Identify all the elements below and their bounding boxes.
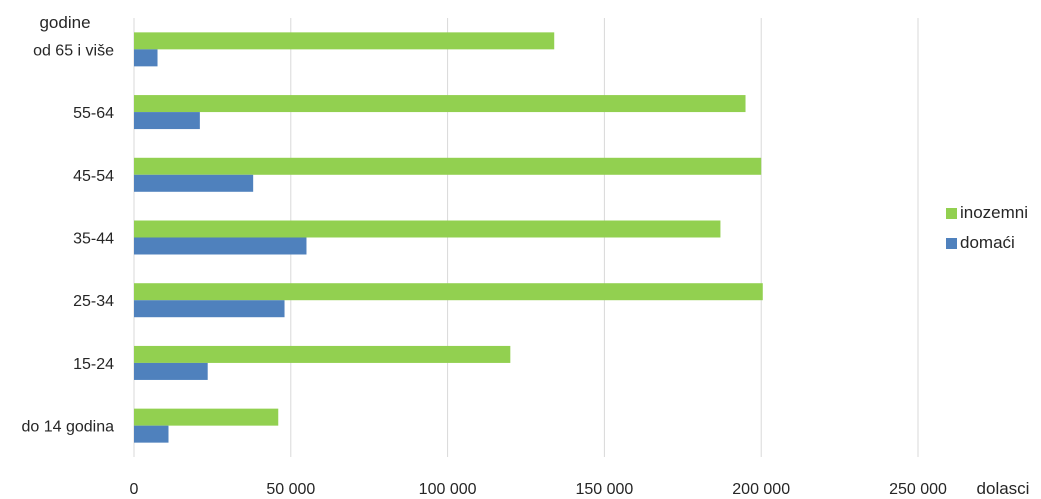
bar-domaći-1 [134,362,208,380]
y-tick-label-3: 35-44 [73,231,114,248]
x-tick-label-1: 50 000 [266,481,315,498]
x-tick-label-4: 200 000 [732,481,790,498]
x-tick-label-3: 150 000 [575,481,633,498]
y-tick-label-1: 15-24 [73,356,114,373]
legend-swatch-domaci [946,237,957,249]
bar-inozemni-6 [134,32,555,50]
bar-domaći-4 [134,174,254,192]
legend-swatch-inozemni [946,207,957,219]
y-tick-label-2: 25-34 [73,293,114,310]
y-axis-title: godine [39,13,90,32]
y-tick-label-4: 45-54 [73,168,114,185]
x-tick-labels: 0 50 000 100 000 150 000 200 000 250 000 [130,481,947,498]
legend-label-inozemni: inozemni [960,203,1029,222]
bar-domaći-5 [134,112,200,130]
bar-inozemni-5 [134,95,746,113]
bar-domaći-6 [134,49,158,67]
bar-inozemni-2 [134,283,763,301]
x-tick-label-2: 100 000 [419,481,477,498]
legend-item-inozemni: inozemni [946,198,1028,228]
legend: inozemni domaći [946,198,1028,258]
y-tick-label-5: 55-64 [73,105,114,122]
bar-domaći-3 [134,237,307,255]
y-tick-labels: do 14 godina 15-24 25-34 35-44 45-54 55-64 od … [21,42,114,435]
x-axis-title: dolasci [977,479,1030,498]
bars [134,32,763,443]
x-tick-label-5: 250 000 [889,481,947,498]
bar-inozemni-1 [134,345,511,363]
legend-label-domaci: domaći [960,233,1015,252]
y-tick-label-6: od 65 i više [33,42,114,59]
bar-inozemni-0 [134,408,279,426]
y-tick-label-0: do 14 godina [21,419,114,436]
legend-item-domaci: domaći [946,228,1028,258]
x-tick-label-0: 0 [130,481,139,498]
bar-domaći-0 [134,425,169,443]
bar-inozemni-4 [134,157,762,175]
bar-inozemni-3 [134,220,721,238]
bar-domaći-2 [134,300,285,318]
